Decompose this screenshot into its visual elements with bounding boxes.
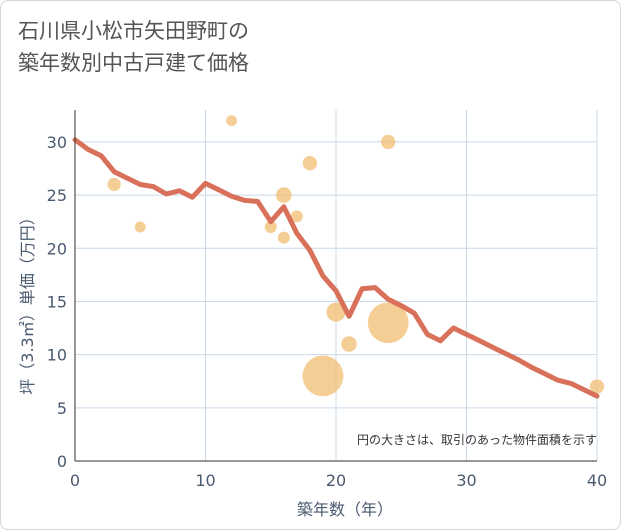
data-bubble — [589, 379, 605, 394]
y-axis-label: 坪（3.3㎡）単価（万円） — [18, 209, 37, 394]
axes — [74, 110, 597, 462]
data-bubble — [226, 115, 238, 127]
trend-line — [72, 137, 600, 399]
data-bubble — [134, 221, 146, 233]
x-tick-label: 40 — [587, 471, 607, 490]
y-tick-label: 30 — [47, 133, 67, 152]
data-bubble — [290, 210, 303, 223]
data-bubble — [276, 187, 292, 203]
data-bubble — [107, 177, 121, 192]
data-bubble — [277, 231, 290, 244]
y-tick-label: 5 — [57, 399, 67, 418]
y-tick-label: 10 — [47, 346, 67, 365]
x-tick-label: 10 — [195, 471, 215, 490]
x-tick-label: 20 — [326, 471, 346, 490]
grid — [75, 110, 598, 461]
chart-title: 石川県小松市矢田野町の 築年数別中古戸建て価格 — [18, 19, 249, 75]
x-tick-label: 30 — [456, 471, 476, 490]
y-tick-label: 0 — [57, 452, 67, 471]
data-bubble — [381, 134, 396, 150]
data-bubble — [367, 302, 409, 344]
y-tick-label: 20 — [47, 239, 67, 258]
tick-labels: 0 10 20 30 40 0 5 10 15 20 25 30 — [47, 133, 608, 490]
x-tick-label: 0 — [70, 471, 80, 490]
data-bubble — [302, 355, 344, 397]
data-bubble — [264, 221, 277, 233]
bubble-size-note: 円の大きさは、取引のあった物件面積を示す — [357, 432, 597, 447]
y-tick-label: 25 — [47, 186, 67, 205]
bubble-layer — [107, 115, 605, 397]
line-layer — [72, 137, 600, 399]
y-tick-label: 15 — [47, 292, 67, 311]
data-bubble — [326, 302, 346, 322]
data-bubble — [302, 155, 318, 171]
x-axis-label: 築年数（年） — [297, 500, 393, 519]
data-bubble — [341, 336, 357, 352]
